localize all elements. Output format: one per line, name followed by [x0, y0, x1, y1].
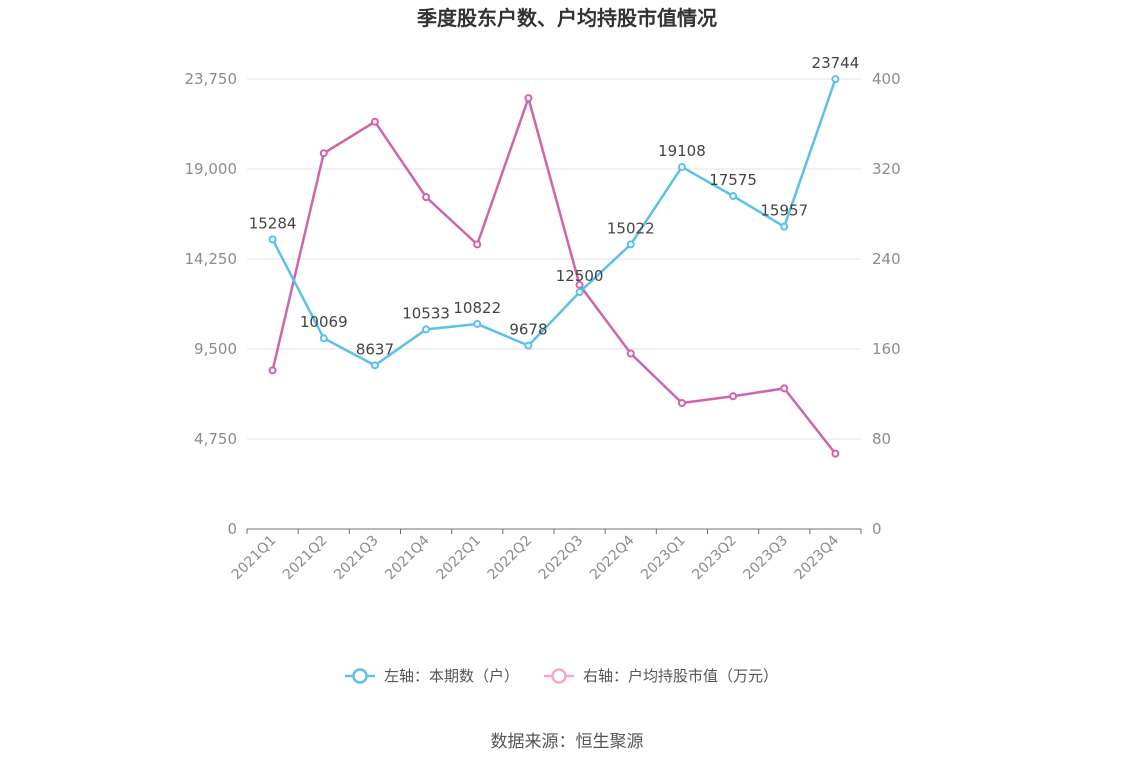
x-tick-label: 2023Q1 — [638, 533, 689, 584]
data-point — [729, 192, 738, 200]
legend-circle-icon — [352, 668, 368, 684]
y-left-tick-label: 14,250 — [185, 250, 238, 268]
data-labels: 15284 10069 8637 10533 10822 9678 12500 15022 19… — [249, 54, 860, 358]
data-label: 17575 — [709, 171, 757, 189]
x-tick-label: 2022Q2 — [485, 533, 536, 584]
x-tick-label: 2023Q2 — [689, 533, 740, 584]
series-line-shareholder-count — [271, 78, 837, 367]
data-point — [575, 280, 584, 289]
x-tick-label: 2023Q4 — [792, 532, 843, 583]
data-label: 15022 — [607, 219, 655, 237]
y-left-tick-label: 0 — [227, 520, 237, 538]
x-tick-label: 2021Q3 — [331, 533, 382, 584]
y-right-tick-label: 400 — [872, 70, 901, 88]
data-point — [575, 288, 584, 297]
data-point — [422, 193, 431, 202]
y-left-tick-label: 19,000 — [185, 160, 238, 178]
y-right-tick-label: 80 — [872, 430, 891, 448]
x-tick-label: 2021Q1 — [229, 533, 280, 584]
x-tick-label: 2023Q3 — [740, 533, 791, 584]
data-label: 15957 — [760, 202, 808, 220]
data-point — [473, 319, 482, 328]
legend-item-1[interactable]: 右轴：户均持股市值（万元） — [544, 667, 778, 685]
data-point — [626, 349, 635, 358]
data-label: 9678 — [509, 321, 547, 339]
data-point — [422, 325, 431, 334]
y-right-tick-label: 320 — [872, 160, 901, 178]
legend-item-0[interactable]: 左轴：本期数（户） — [345, 667, 519, 685]
data-point — [677, 162, 686, 171]
data-label: 10069 — [300, 313, 348, 331]
data-label: 19108 — [658, 142, 706, 160]
series-line-avg-holding-value — [271, 96, 837, 455]
data-point — [780, 384, 789, 393]
source-note: 数据来源：恒生聚源 — [491, 732, 644, 752]
legend-circle-icon — [551, 668, 567, 684]
data-point — [319, 149, 328, 158]
y-right-tick-label: 0 — [872, 520, 882, 538]
y-left-tick-label: 23,750 — [185, 70, 238, 88]
x-tick-label: 2022Q4 — [587, 532, 638, 583]
legend[interactable]: 左轴：本期数（户） 右轴：户均持股市值（万元） — [345, 667, 778, 685]
data-point — [831, 75, 840, 84]
data-point — [626, 240, 635, 249]
data-label: 10822 — [453, 299, 501, 317]
data-point — [370, 361, 379, 370]
legend-label: 左轴：本期数（户） — [384, 667, 519, 685]
y-right-tick-label: 160 — [872, 340, 901, 358]
data-point — [780, 222, 789, 231]
x-tick-label: 2021Q4 — [382, 532, 433, 583]
data-point — [370, 117, 379, 126]
y-right-tick-label: 240 — [872, 250, 901, 268]
data-label: 23744 — [812, 54, 860, 72]
data-point — [524, 341, 533, 350]
y-left-tick-label: 4,750 — [194, 430, 237, 448]
data-point — [729, 392, 738, 401]
x-tick-label: 2021Q2 — [280, 533, 331, 584]
data-point — [831, 449, 840, 458]
x-tick-label: 2022Q1 — [433, 533, 484, 584]
data-point — [524, 94, 533, 103]
data-label: 12500 — [556, 267, 604, 285]
data-label: 8637 — [356, 340, 394, 358]
grid-lines — [247, 78, 861, 440]
series-layer — [268, 75, 840, 458]
data-label: 10533 — [402, 304, 450, 322]
data-point — [268, 366, 277, 375]
data-point — [677, 399, 686, 407]
data-point — [319, 334, 328, 343]
data-label: 15284 — [249, 214, 297, 232]
chart-title: 季度股东户数、户均持股市值情况 — [416, 6, 717, 30]
data-point — [268, 235, 277, 244]
y-left-tick-label: 9,500 — [194, 340, 237, 358]
x-tick-label: 2022Q3 — [536, 533, 587, 584]
data-point — [473, 240, 482, 249]
legend-label: 右轴：户均持股市值（万元） — [583, 667, 778, 685]
